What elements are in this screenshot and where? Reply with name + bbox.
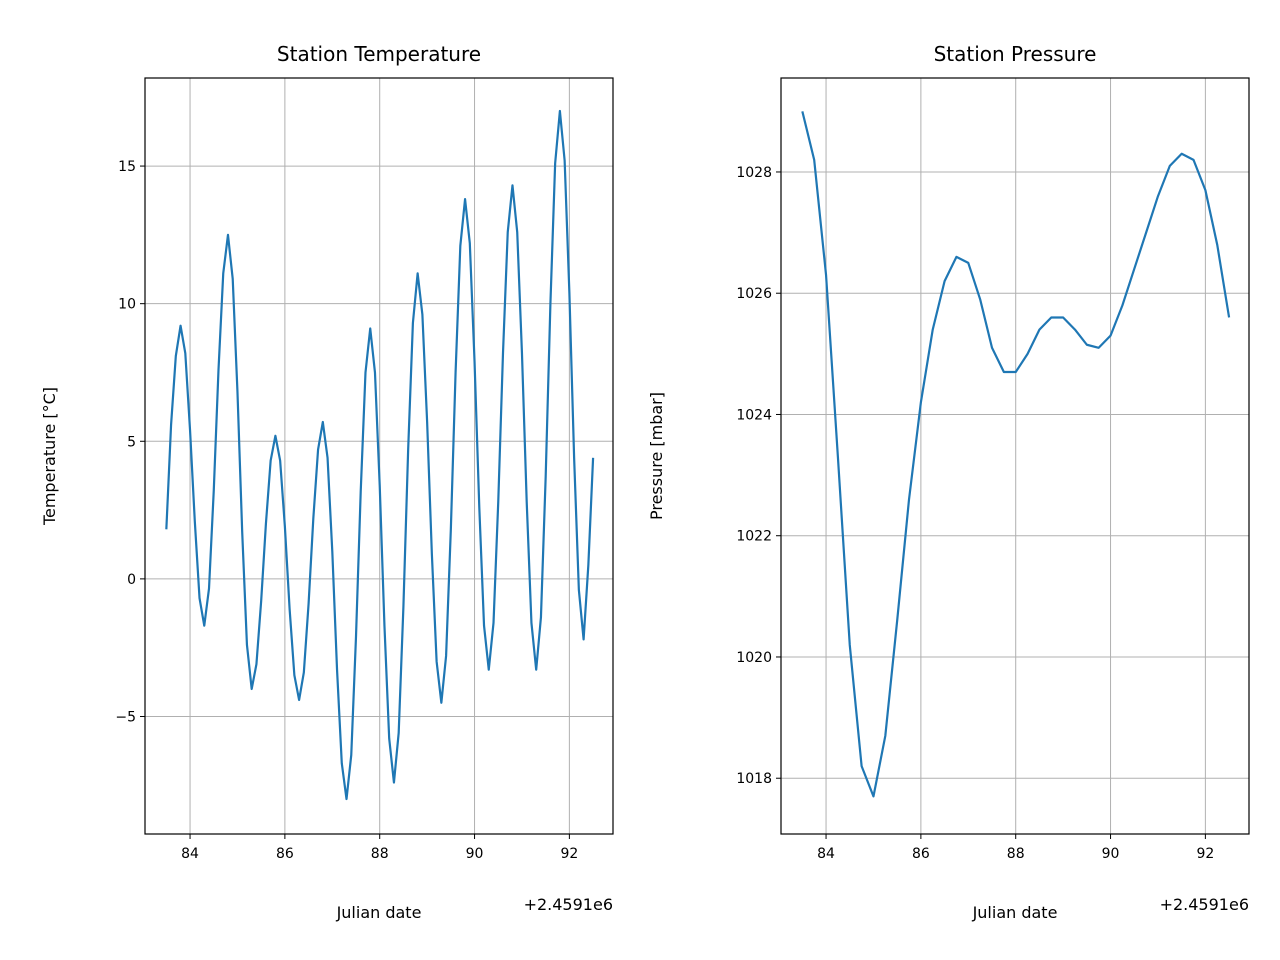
x-tick-label: 84 — [817, 846, 835, 862]
y-axis-label: Pressure [mbar] — [647, 392, 666, 520]
data-line — [801, 111, 1231, 798]
y-axis-label: Temperature [°C] — [40, 387, 59, 526]
y-tick-label: 5 — [127, 434, 136, 450]
x-tick-label: 88 — [1007, 846, 1025, 862]
x-axis-label: Julian date — [972, 903, 1058, 922]
y-tick-label: 0 — [127, 572, 136, 588]
x-tick-label: 86 — [912, 846, 930, 862]
y-tick-label: 10 — [118, 297, 136, 313]
axes-frame — [780, 77, 1250, 835]
x-tick-label: 90 — [466, 846, 484, 862]
chart-title: Station Pressure — [934, 42, 1097, 66]
x-axis-label: Julian date — [336, 903, 422, 922]
y-tick-label: −5 — [115, 709, 136, 725]
x-tick-label: 88 — [371, 846, 389, 862]
y-tick-label: 1020 — [736, 650, 772, 666]
x-tick-label: 86 — [276, 846, 294, 862]
y-tick-label: 15 — [118, 159, 136, 175]
y-tick-label: 1018 — [736, 771, 772, 787]
y-tick-label: 1024 — [736, 407, 772, 423]
data-line — [165, 109, 595, 801]
x-tick-label: 92 — [560, 846, 578, 862]
chart-title: Station Temperature — [277, 42, 481, 66]
x-tick-label: 84 — [181, 846, 199, 862]
x-offset-label: +2.4591e6 — [1160, 895, 1249, 914]
x-offset-label: +2.4591e6 — [524, 895, 613, 914]
y-tick-label: 1028 — [736, 165, 772, 181]
y-tick-label: 1022 — [736, 529, 772, 545]
x-tick-label: 90 — [1102, 846, 1120, 862]
y-tick-label: 1026 — [736, 286, 772, 302]
x-tick-label: 92 — [1196, 846, 1214, 862]
axes-frame — [144, 77, 614, 835]
